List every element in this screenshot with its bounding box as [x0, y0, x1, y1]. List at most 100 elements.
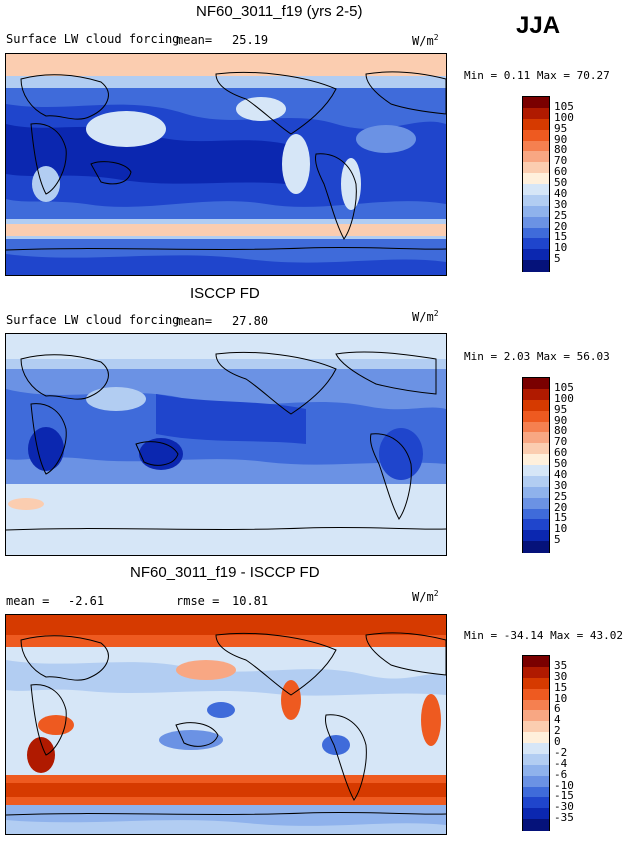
colorbar-swatch: [523, 249, 549, 261]
panel-3-units: W/m2: [412, 589, 439, 604]
panel-2-map: [5, 333, 447, 556]
colorbar-swatch: [523, 656, 549, 668]
colorbar-tick-label: -35: [554, 811, 574, 825]
colorbar-tick-label: 90: [554, 132, 568, 146]
colorbar-swatch: [523, 732, 549, 744]
panel-1-units: W/m2: [412, 33, 439, 48]
panel-3-title: NF60_3011_f19 - ISCCP FD: [130, 564, 320, 581]
colorbar-tick-label: 35: [554, 658, 568, 672]
panel-3-mean-label: mean =: [6, 594, 50, 608]
season-label: JJA: [516, 12, 561, 39]
panel-1-field-label: Surface LW cloud forcing: [6, 32, 180, 46]
colorbar-tick-label: 60: [554, 165, 568, 179]
colorbar-tick-label: 4: [554, 713, 561, 727]
colorbar-tick-label: 20: [554, 219, 568, 233]
colorbar-tick-label: -30: [554, 800, 574, 814]
panel-3-rmse-label: rmse =: [176, 594, 220, 608]
panel-3-rmse-value: 10.81: [232, 594, 269, 608]
colorbar-tick-label: 80: [554, 143, 568, 157]
colorbar-tick-label: 90: [554, 413, 568, 427]
colorbar-swatch: [523, 743, 549, 755]
colorbar-swatch: [523, 454, 549, 466]
colorbar-swatch: [523, 432, 549, 444]
colorbar-swatch: [523, 118, 549, 131]
colorbar-tick-label: 25: [554, 489, 568, 503]
colorbar-tick-label: 105: [554, 380, 574, 394]
colorbar-tick-label: 40: [554, 186, 568, 200]
colorbar-swatch: [523, 399, 549, 412]
colorbar-swatch: [523, 530, 549, 542]
colorbar-tick-label: -2: [554, 745, 568, 759]
colorbar-tick-label: 30: [554, 197, 568, 211]
colorbar-swatch: [523, 238, 549, 250]
colorbar-tick-label: -4: [554, 756, 568, 770]
colorbar-tick-label: 105: [554, 99, 574, 113]
colorbar-tick-label: 15: [554, 511, 568, 525]
colorbar-swatch: [523, 129, 549, 141]
panel-1-title: NF60_3011_f19 (yrs 2-5): [196, 3, 363, 20]
colorbar-tick-label: 95: [554, 402, 568, 416]
colorbar-swatch: [523, 753, 549, 766]
panel-1-mean-label: mean=: [176, 33, 213, 47]
colorbar-swatch: [523, 699, 549, 711]
colorbar-swatch: [523, 184, 549, 196]
colorbar-tick-label: -15: [554, 789, 574, 803]
colorbar-tick-label: 10: [554, 522, 568, 536]
colorbar-tick-label: 2: [554, 724, 561, 738]
colorbar-swatch: [523, 410, 549, 422]
colorbar-swatch: [523, 162, 549, 174]
panel-2-mean-value: 27.80: [232, 314, 269, 328]
panel-2-colorbar: [522, 377, 550, 553]
colorbar-tick-label: 50: [554, 176, 568, 189]
colorbar-tick-label: -6: [554, 767, 568, 781]
panel-2-min-max: Min = 2.03 Max = 56.03: [464, 350, 610, 363]
colorbar-swatch: [523, 497, 549, 509]
colorbar-swatch: [523, 486, 549, 499]
colorbar-tick-label: 30: [554, 669, 568, 683]
colorbar-swatch: [523, 808, 549, 820]
colorbar-swatch: [523, 508, 549, 520]
colorbar-swatch: [523, 97, 549, 109]
panel-1-map: [5, 53, 447, 276]
colorbar-swatch: [523, 677, 549, 690]
colorbar-swatch: [523, 541, 549, 553]
colorbar-tick-label: 5: [554, 533, 561, 547]
colorbar-tick-label: 70: [554, 154, 568, 168]
colorbar-tick-label: 20: [554, 500, 568, 514]
colorbar-tick-label: 15: [554, 680, 568, 694]
colorbar-tick-label: 10: [554, 691, 568, 705]
panel-2-title: ISCCP FD: [190, 285, 260, 302]
colorbar-tick-label: 40: [554, 467, 568, 481]
colorbar-swatch: [523, 151, 549, 163]
colorbar-tick-label: 100: [554, 110, 574, 124]
colorbar-swatch: [523, 388, 549, 401]
colorbar-swatch: [523, 764, 549, 777]
colorbar-tick-label: 50: [554, 457, 568, 470]
colorbar-swatch: [523, 173, 549, 185]
colorbar-swatch: [523, 666, 549, 679]
panel-1-mean-value: 25.19: [232, 33, 269, 47]
colorbar-swatch: [523, 475, 549, 488]
colorbar-swatch: [523, 107, 549, 120]
colorbar-tick-label: 60: [554, 446, 568, 460]
colorbar-swatch: [523, 378, 549, 390]
colorbar-tick-label: 5: [554, 252, 561, 266]
panel-2-units: W/m2: [412, 309, 439, 324]
colorbar-swatch: [523, 227, 549, 239]
panel-2-mean-label: mean=: [176, 314, 213, 328]
colorbar-swatch: [523, 421, 549, 433]
panel-3-min-max: Min = -34.14 Max = 43.02: [464, 629, 623, 642]
panel-1-min-max: Min = 0.11 Max = 70.27: [464, 69, 610, 82]
colorbar-tick-label: 6: [554, 702, 561, 716]
colorbar-swatch: [523, 786, 549, 798]
colorbar-swatch: [523, 797, 549, 809]
colorbar-tick-label: 70: [554, 435, 568, 449]
colorbar-swatch: [523, 140, 549, 152]
colorbar-tick-label: 15: [554, 230, 568, 244]
colorbar-swatch: [523, 710, 549, 722]
colorbar-swatch: [523, 260, 549, 272]
colorbar-swatch: [523, 775, 549, 787]
colorbar-swatch: [523, 465, 549, 477]
colorbar-swatch: [523, 688, 549, 700]
colorbar-swatch: [523, 519, 549, 531]
